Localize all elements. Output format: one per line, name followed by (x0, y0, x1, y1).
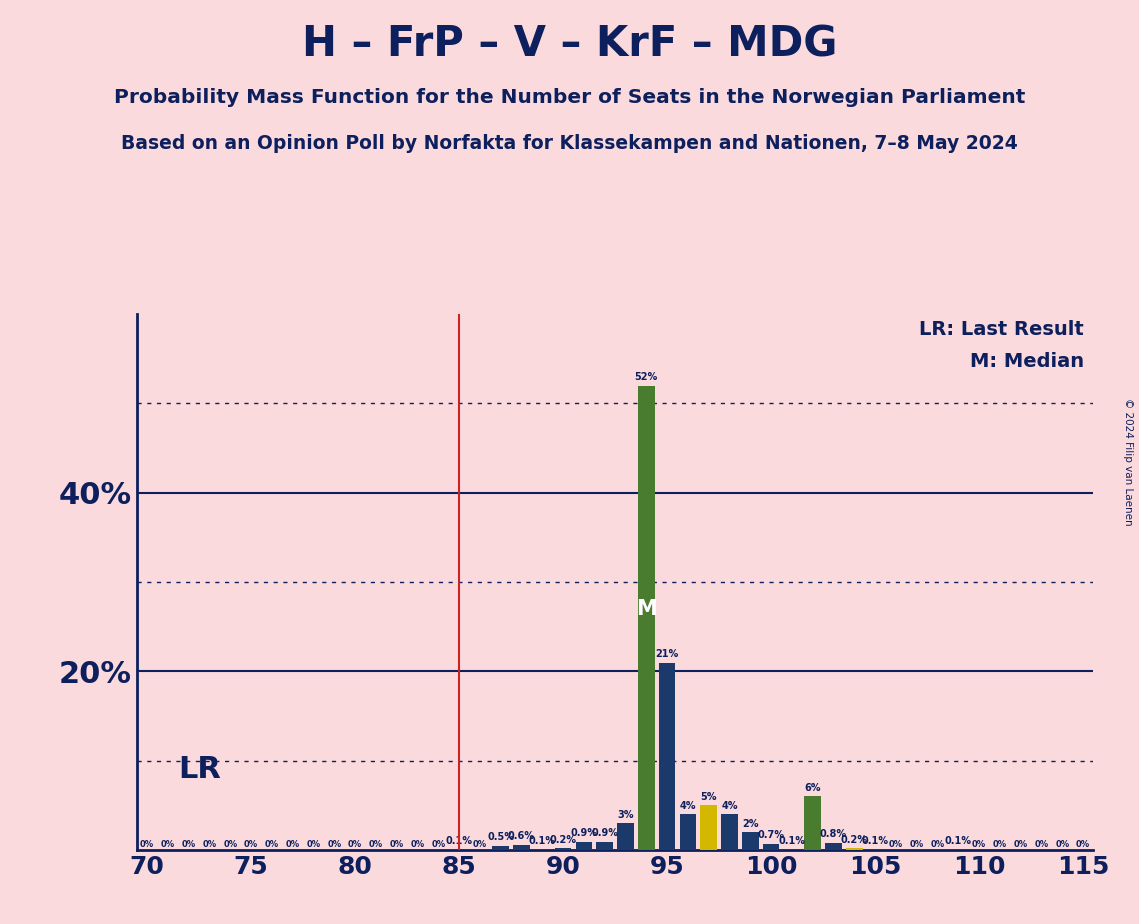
Text: 0%: 0% (349, 840, 362, 849)
Bar (617, 823, 633, 850)
Bar (555, 848, 572, 850)
Text: 0%: 0% (910, 840, 924, 849)
Bar (721, 814, 738, 850)
Text: © 2024 Filip van Laenen: © 2024 Filip van Laenen (1123, 398, 1133, 526)
Bar (700, 806, 716, 850)
Text: M: Median: M: Median (969, 352, 1084, 371)
Bar (741, 833, 759, 850)
Text: M: M (636, 599, 657, 619)
Text: 3%: 3% (617, 809, 633, 820)
Text: H – FrP – V – KrF – MDG: H – FrP – V – KrF – MDG (302, 23, 837, 65)
Text: 0%: 0% (972, 840, 986, 849)
Text: 0%: 0% (203, 840, 216, 849)
Text: 0.2%: 0.2% (841, 834, 868, 845)
Bar (658, 663, 675, 850)
Text: 0%: 0% (140, 840, 154, 849)
Text: 0%: 0% (888, 840, 903, 849)
Text: LR: LR (179, 755, 221, 784)
Text: 0%: 0% (223, 840, 237, 849)
Bar (492, 845, 509, 850)
Text: 0%: 0% (1076, 840, 1090, 849)
Text: 0.6%: 0.6% (508, 832, 535, 841)
Text: 0.9%: 0.9% (571, 829, 597, 838)
Text: 0.9%: 0.9% (591, 829, 618, 838)
Text: 0.8%: 0.8% (820, 830, 847, 839)
Bar (825, 843, 842, 850)
Bar (680, 814, 696, 850)
Text: 0%: 0% (473, 840, 487, 849)
Text: 4%: 4% (680, 801, 696, 810)
Text: 2%: 2% (741, 819, 759, 829)
Text: 0%: 0% (264, 840, 279, 849)
Text: 0%: 0% (181, 840, 196, 849)
Text: 0%: 0% (993, 840, 1007, 849)
Text: 0%: 0% (1014, 840, 1027, 849)
Bar (514, 845, 530, 850)
Text: 0%: 0% (390, 840, 403, 849)
Text: 4%: 4% (721, 801, 738, 810)
Text: 0.1%: 0.1% (944, 835, 972, 845)
Text: 0.1%: 0.1% (861, 835, 888, 845)
Text: 0.1%: 0.1% (445, 835, 473, 845)
Text: Based on an Opinion Poll by Norfakta for Klassekampen and Nationen, 7–8 May 2024: Based on an Opinion Poll by Norfakta for… (121, 134, 1018, 153)
Bar (846, 848, 862, 850)
Text: Probability Mass Function for the Number of Seats in the Norwegian Parliament: Probability Mass Function for the Number… (114, 88, 1025, 107)
Bar (804, 796, 821, 850)
Text: 52%: 52% (634, 372, 658, 382)
Text: 0.7%: 0.7% (757, 831, 785, 840)
Text: 0%: 0% (306, 840, 320, 849)
Text: 0.2%: 0.2% (549, 834, 576, 845)
Text: 0%: 0% (432, 840, 445, 849)
Text: 0%: 0% (1034, 840, 1049, 849)
Text: 21%: 21% (655, 649, 679, 659)
Text: 0%: 0% (410, 840, 425, 849)
Text: 5%: 5% (700, 792, 716, 802)
Text: 0%: 0% (244, 840, 259, 849)
Text: 0%: 0% (327, 840, 342, 849)
Text: 0%: 0% (931, 840, 944, 849)
Text: 0.5%: 0.5% (487, 832, 514, 842)
Bar (575, 842, 592, 850)
Bar (597, 842, 613, 850)
Text: 0.1%: 0.1% (778, 835, 805, 845)
Text: LR: Last Result: LR: Last Result (919, 320, 1084, 338)
Text: 0.1%: 0.1% (528, 835, 556, 845)
Text: 0%: 0% (1055, 840, 1070, 849)
Text: 0%: 0% (369, 840, 383, 849)
Text: 0%: 0% (286, 840, 300, 849)
Text: 6%: 6% (804, 783, 821, 793)
Bar (763, 844, 779, 850)
Bar (638, 385, 655, 850)
Text: 0%: 0% (161, 840, 175, 849)
